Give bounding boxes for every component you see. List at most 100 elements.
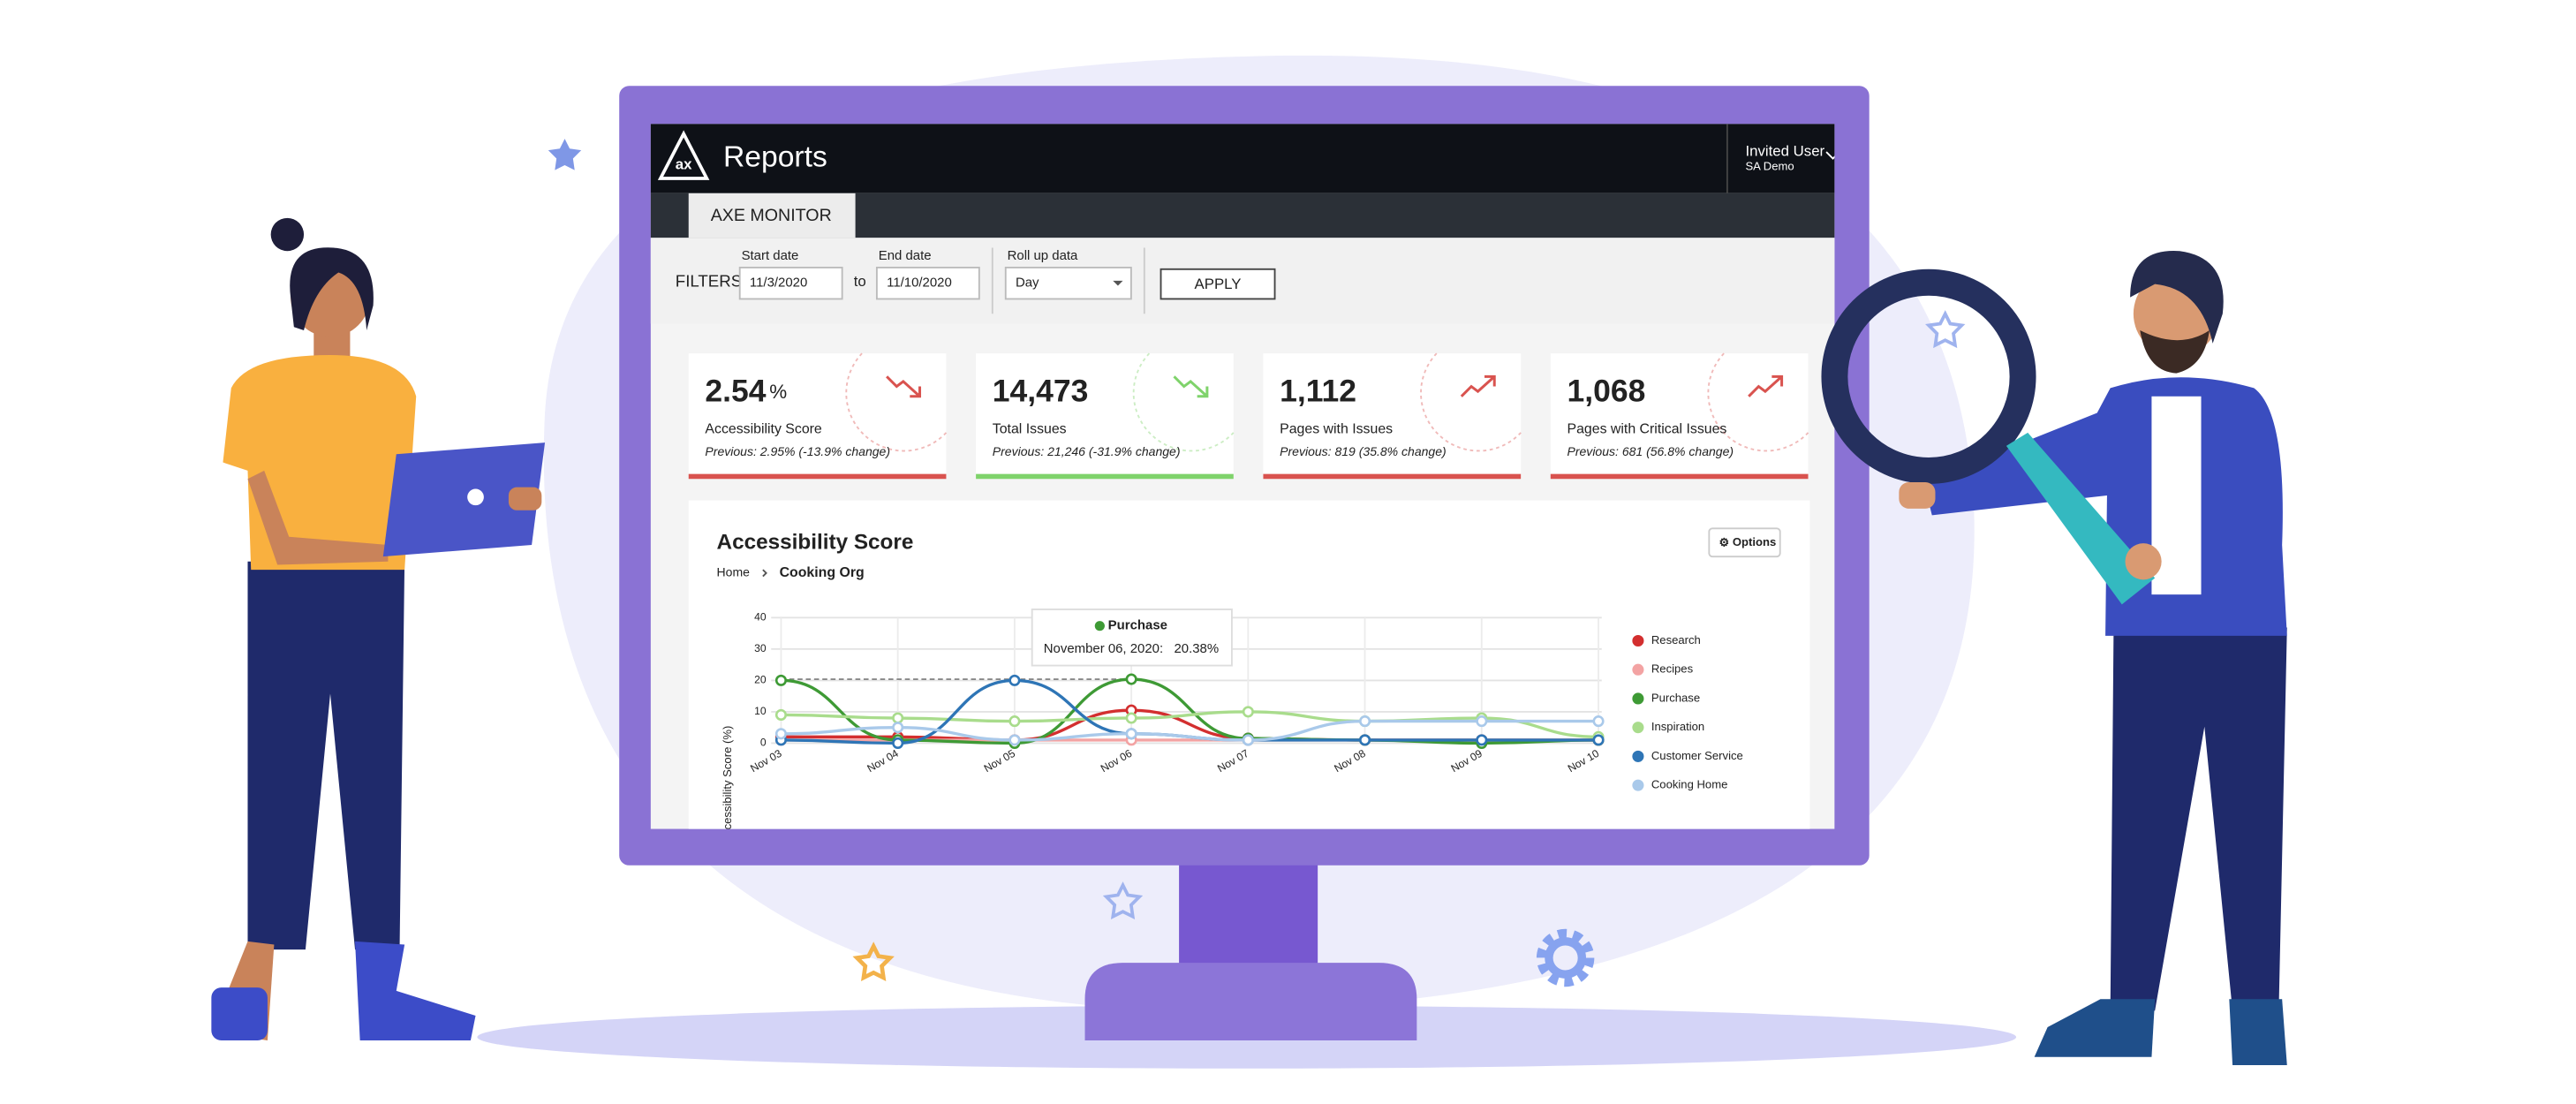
man-part bbox=[1821, 268, 2036, 484]
background-part-part bbox=[1545, 937, 1587, 979]
trend-icon bbox=[886, 375, 922, 398]
screen-part bbox=[688, 500, 1810, 829]
man bbox=[1821, 250, 2287, 1066]
y-axis-label: Accessibility Score (%) bbox=[721, 726, 734, 843]
card-value: 14,473 bbox=[993, 373, 1089, 408]
field-label: Start date bbox=[742, 248, 799, 263]
options-button[interactable] bbox=[1708, 527, 1781, 558]
data-point bbox=[774, 728, 787, 740]
data-point bbox=[1476, 734, 1488, 746]
data-point bbox=[1476, 715, 1488, 728]
user-name[interactable]: Invited User bbox=[1745, 142, 1824, 159]
man-part bbox=[2006, 432, 2156, 605]
legend-label[interactable]: Research bbox=[1651, 633, 1701, 647]
card-value: 1,068 bbox=[1568, 373, 1646, 408]
legend-label[interactable]: Recipes bbox=[1651, 662, 1694, 676]
legend-label[interactable]: Cooking Home bbox=[1651, 778, 1728, 791]
legend-label[interactable]: Customer Service bbox=[1651, 749, 1743, 762]
card-label: Pages with Critical Issues bbox=[1568, 421, 1727, 436]
rollup-value[interactable]: Day bbox=[1016, 276, 1039, 291]
field-label: End date bbox=[879, 248, 932, 263]
card-decor bbox=[1132, 352, 1235, 452]
legend-label[interactable]: Purchase bbox=[1651, 691, 1700, 704]
data-point bbox=[1008, 674, 1021, 686]
tab-label[interactable]: AXE MONITOR bbox=[711, 206, 832, 225]
man-part bbox=[1925, 310, 1966, 349]
data-point bbox=[774, 674, 787, 686]
breadcrumb-current: Cooking Org bbox=[780, 565, 865, 580]
user-org[interactable]: SA Demo bbox=[1745, 159, 1794, 172]
legend-swatch[interactable] bbox=[1632, 634, 1644, 647]
card-accent bbox=[1550, 473, 1809, 480]
man-part bbox=[2229, 999, 2287, 1066]
legend-swatch[interactable] bbox=[1632, 663, 1644, 676]
apply-label[interactable]: APPLY bbox=[1195, 276, 1242, 292]
data-point bbox=[1125, 728, 1137, 740]
card-previous: Previous: 819 (35.8% change) bbox=[1280, 444, 1447, 458]
app-title: Reports bbox=[723, 140, 827, 173]
tooltip-part bbox=[1094, 621, 1105, 631]
legend-label[interactable]: Inspiration bbox=[1651, 720, 1704, 733]
user-menu[interactable]: Invited User SA Demo bbox=[1745, 142, 1839, 172]
card-bg bbox=[1263, 353, 1522, 480]
woman-part bbox=[211, 987, 268, 1041]
trend-icon bbox=[1173, 375, 1209, 398]
legend-swatch[interactable] bbox=[1632, 692, 1644, 705]
start-value[interactable]: 11/3/2020 bbox=[750, 276, 807, 291]
background-part bbox=[548, 139, 582, 170]
data-point bbox=[1242, 706, 1254, 718]
legend-swatch[interactable] bbox=[1632, 722, 1644, 734]
card-label: Total Issues bbox=[993, 421, 1067, 436]
end-input[interactable] bbox=[875, 266, 980, 300]
options-label[interactable]: ⚙ Options bbox=[1719, 536, 1777, 549]
data-point bbox=[1008, 734, 1021, 746]
monitor-part bbox=[1084, 963, 1417, 1041]
data-point bbox=[892, 722, 904, 734]
legend-swatch[interactable] bbox=[1632, 750, 1644, 762]
screen: ax Reports Invited User SA Demo AXE MONI… bbox=[650, 124, 1839, 843]
y-tick-label: 10 bbox=[754, 705, 767, 717]
trend-icon bbox=[1460, 374, 1496, 397]
end-value[interactable]: 11/10/2020 bbox=[887, 276, 952, 291]
field-label: Roll up data bbox=[1008, 248, 1078, 263]
screen-part bbox=[762, 569, 767, 578]
woman-part bbox=[247, 561, 405, 950]
options-text[interactable]: Options bbox=[1733, 536, 1776, 549]
data-point bbox=[892, 712, 904, 724]
card-decor bbox=[1707, 352, 1809, 452]
card-previous: Previous: 681 (56.8% change) bbox=[1568, 444, 1734, 458]
card-decor bbox=[1420, 352, 1522, 452]
man-part bbox=[1923, 377, 2287, 636]
card-accent bbox=[688, 473, 947, 480]
card-bg bbox=[1550, 353, 1809, 480]
card-label: Accessibility Score bbox=[705, 421, 822, 436]
start-input[interactable] bbox=[738, 266, 843, 300]
data-point bbox=[774, 708, 787, 722]
card-unit: % bbox=[769, 381, 787, 403]
woman-part bbox=[508, 487, 542, 510]
breadcrumb[interactable]: Home bbox=[717, 565, 751, 579]
tab[interactable] bbox=[688, 193, 856, 238]
rollup-select[interactable] bbox=[1004, 266, 1132, 300]
chart-title: Accessibility Score bbox=[717, 531, 914, 555]
man-part bbox=[2125, 543, 2162, 580]
card-accent bbox=[976, 473, 1234, 480]
background-part bbox=[852, 941, 895, 982]
y-tick-label: 0 bbox=[760, 737, 767, 749]
woman-part bbox=[247, 470, 389, 565]
legend-swatch[interactable] bbox=[1632, 779, 1644, 791]
tooltip-value: 20.38% bbox=[1174, 641, 1219, 656]
logo: ax bbox=[676, 155, 692, 172]
data-point bbox=[1359, 734, 1371, 746]
y-tick-label: 20 bbox=[754, 674, 767, 686]
kpi-card: 1,068 Pages with Critical Issues Previous:… bbox=[1550, 352, 1809, 480]
filters-label: FILTERS bbox=[676, 272, 742, 291]
kpi-card: 1,112 Pages with Issues Previous: 819 (35.… bbox=[1263, 352, 1522, 480]
apply-button[interactable] bbox=[1160, 268, 1276, 300]
background-part-part bbox=[1536, 928, 1595, 987]
tooltip-series: Purchase bbox=[1108, 618, 1167, 633]
woman-part bbox=[290, 247, 374, 330]
